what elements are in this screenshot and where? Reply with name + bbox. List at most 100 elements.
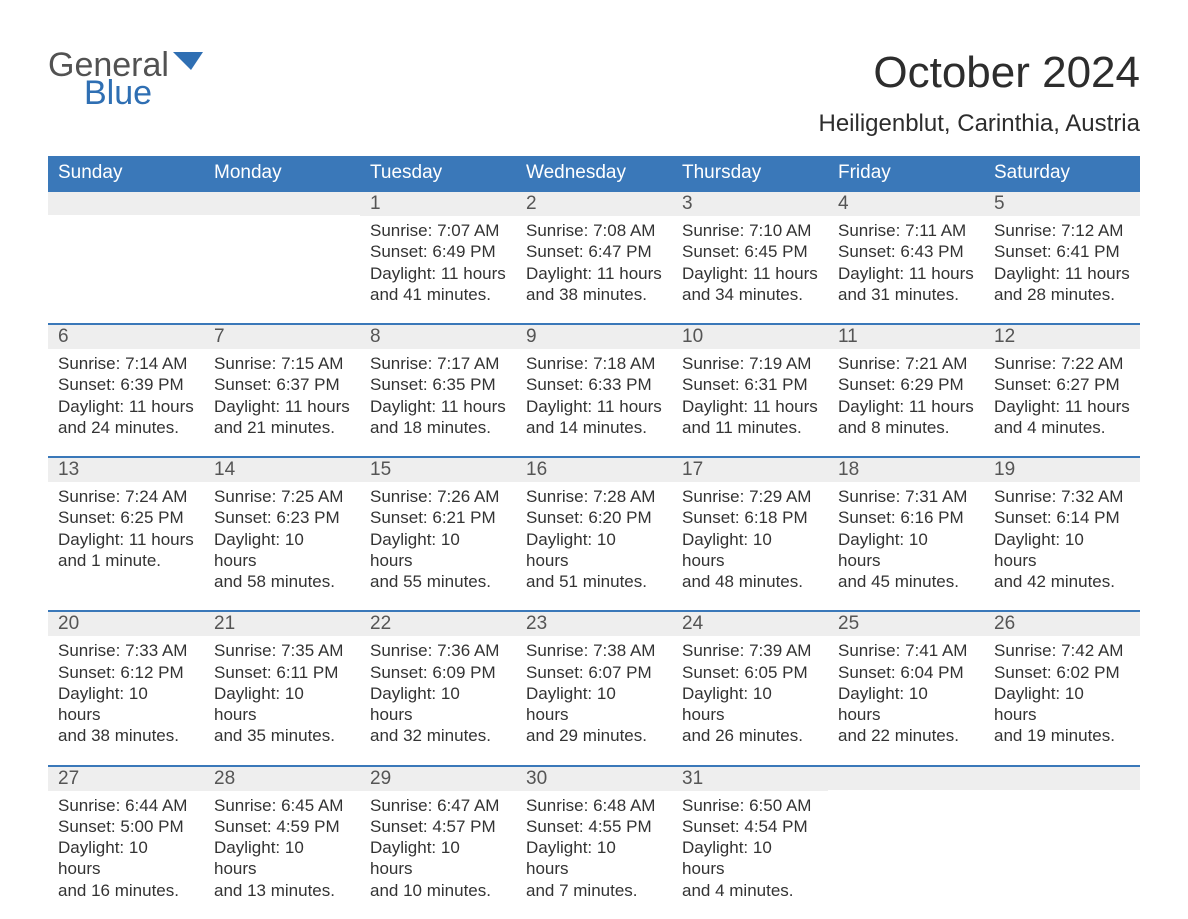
- day-info-line: Sunset: 6:07 PM: [526, 662, 662, 683]
- day-info-line: Sunset: 6:35 PM: [370, 374, 506, 395]
- day-number: 8: [360, 323, 516, 349]
- calendar-week-row: 6Sunrise: 7:14 AMSunset: 6:39 PMDaylight…: [48, 323, 1140, 456]
- calendar-day-cell: 23Sunrise: 7:38 AMSunset: 6:07 PMDayligh…: [516, 610, 672, 764]
- day-info-line: Sunset: 6:18 PM: [682, 507, 818, 528]
- day-number: 26: [984, 610, 1140, 636]
- day-number: 11: [828, 323, 984, 349]
- day-info-line: Daylight: 11 hours: [58, 396, 194, 417]
- title-block: October 2024 Heiligenblut, Carinthia, Au…: [818, 48, 1140, 148]
- day-info-line: and 18 minutes.: [370, 417, 506, 438]
- day-info-line: Daylight: 11 hours: [214, 396, 350, 417]
- day-info-line: Sunset: 6:45 PM: [682, 241, 818, 262]
- day-info: Sunrise: 7:15 AMSunset: 6:37 PMDaylight:…: [214, 353, 350, 438]
- day-info-line: Sunrise: 7:36 AM: [370, 640, 506, 661]
- day-info-line: and 26 minutes.: [682, 725, 818, 746]
- day-number: [984, 765, 1140, 790]
- day-info-line: and 58 minutes.: [214, 571, 350, 592]
- day-info-line: Sunset: 6:14 PM: [994, 507, 1130, 528]
- day-info-line: and 8 minutes.: [838, 417, 974, 438]
- calendar-day-cell: 30Sunrise: 6:48 AMSunset: 4:55 PMDayligh…: [516, 765, 672, 919]
- day-info-line: and 16 minutes.: [58, 880, 194, 901]
- day-info-line: Sunrise: 7:14 AM: [58, 353, 194, 374]
- day-info: Sunrise: 7:25 AMSunset: 6:23 PMDaylight:…: [214, 486, 350, 592]
- logo-flag-icon: [173, 52, 203, 81]
- day-info-line: Daylight: 10 hours: [214, 837, 350, 880]
- day-info-line: Sunset: 5:00 PM: [58, 816, 194, 837]
- day-info: Sunrise: 7:08 AMSunset: 6:47 PMDaylight:…: [526, 220, 662, 305]
- day-info: Sunrise: 7:18 AMSunset: 6:33 PMDaylight:…: [526, 353, 662, 438]
- day-info-line: Sunset: 6:11 PM: [214, 662, 350, 683]
- calendar-day-cell: 21Sunrise: 7:35 AMSunset: 6:11 PMDayligh…: [204, 610, 360, 764]
- day-info: Sunrise: 7:17 AMSunset: 6:35 PMDaylight:…: [370, 353, 506, 438]
- calendar-day-cell: 12Sunrise: 7:22 AMSunset: 6:27 PMDayligh…: [984, 323, 1140, 456]
- day-info: Sunrise: 7:24 AMSunset: 6:25 PMDaylight:…: [58, 486, 194, 571]
- calendar-day-cell: [48, 190, 204, 323]
- calendar-day-cell: 7 Sunrise: 7:15 AMSunset: 6:37 PMDaylight…: [204, 323, 360, 456]
- calendar-day-cell: 3 Sunrise: 7:10 AMSunset: 6:45 PMDaylight…: [672, 190, 828, 323]
- day-info: Sunrise: 7:26 AMSunset: 6:21 PMDaylight:…: [370, 486, 506, 592]
- day-info-line: and 29 minutes.: [526, 725, 662, 746]
- calendar-day-cell: 19Sunrise: 7:32 AMSunset: 6:14 PMDayligh…: [984, 456, 1140, 610]
- day-info-line: Sunset: 6:02 PM: [994, 662, 1130, 683]
- day-number: 7: [204, 323, 360, 349]
- calendar-day-cell: 25Sunrise: 7:41 AMSunset: 6:04 PMDayligh…: [828, 610, 984, 764]
- day-number: 28: [204, 765, 360, 791]
- day-info-line: Sunrise: 7:41 AM: [838, 640, 974, 661]
- day-number: 24: [672, 610, 828, 636]
- calendar-day-cell: 4Sunrise: 7:11 AMSunset: 6:43 PMDaylight…: [828, 190, 984, 323]
- day-info-line: Daylight: 11 hours: [682, 396, 818, 417]
- day-info: Sunrise: 7:12 AMSunset: 6:41 PMDaylight:…: [994, 220, 1130, 305]
- calendar-day-cell: 8 Sunrise: 7:17 AMSunset: 6:35 PMDaylight…: [360, 323, 516, 456]
- day-info: Sunrise: 7:39 AMSunset: 6:05 PMDaylight:…: [682, 640, 818, 746]
- day-number: 30: [516, 765, 672, 791]
- logo: General Blue: [48, 48, 203, 110]
- calendar-day-cell: 27Sunrise: 6:44 AMSunset: 5:00 PMDayligh…: [48, 765, 204, 919]
- day-info-line: Sunset: 6:23 PM: [214, 507, 350, 528]
- day-info: Sunrise: 7:42 AMSunset: 6:02 PMDaylight:…: [994, 640, 1130, 746]
- day-info: Sunrise: 7:28 AMSunset: 6:20 PMDaylight:…: [526, 486, 662, 592]
- header: General Blue October 2024 Heiligenblut, …: [48, 48, 1140, 148]
- day-info-line: Sunset: 6:47 PM: [526, 241, 662, 262]
- day-info: Sunrise: 7:36 AMSunset: 6:09 PMDaylight:…: [370, 640, 506, 746]
- day-info-line: and 41 minutes.: [370, 284, 506, 305]
- calendar-week-row: 13Sunrise: 7:24 AMSunset: 6:25 PMDayligh…: [48, 456, 1140, 610]
- day-info-line: Sunset: 6:29 PM: [838, 374, 974, 395]
- day-info-line: Sunrise: 7:22 AM: [994, 353, 1130, 374]
- day-info-line: Daylight: 11 hours: [838, 396, 974, 417]
- day-number: 19: [984, 456, 1140, 482]
- day-number: 15: [360, 456, 516, 482]
- calendar-day-cell: 14Sunrise: 7:25 AMSunset: 6:23 PMDayligh…: [204, 456, 360, 610]
- calendar-day-cell: 6Sunrise: 7:14 AMSunset: 6:39 PMDaylight…: [48, 323, 204, 456]
- day-info: Sunrise: 7:10 AMSunset: 6:45 PMDaylight:…: [682, 220, 818, 305]
- day-number: 23: [516, 610, 672, 636]
- day-info: Sunrise: 7:41 AMSunset: 6:04 PMDaylight:…: [838, 640, 974, 746]
- day-info-line: and 55 minutes.: [370, 571, 506, 592]
- day-info: Sunrise: 7:21 AMSunset: 6:29 PMDaylight:…: [838, 353, 974, 438]
- day-info-line: Daylight: 10 hours: [526, 529, 662, 572]
- day-info-line: Sunrise: 7:35 AM: [214, 640, 350, 661]
- calendar-day-cell: 29Sunrise: 6:47 AMSunset: 4:57 PMDayligh…: [360, 765, 516, 919]
- day-info-line: and 4 minutes.: [682, 880, 818, 901]
- day-info-line: Sunset: 6:16 PM: [838, 507, 974, 528]
- day-info-line: Sunset: 6:31 PM: [682, 374, 818, 395]
- calendar-day-cell: 20Sunrise: 7:33 AMSunset: 6:12 PMDayligh…: [48, 610, 204, 764]
- day-info-line: Sunset: 6:27 PM: [994, 374, 1130, 395]
- day-info: Sunrise: 7:33 AMSunset: 6:12 PMDaylight:…: [58, 640, 194, 746]
- weekday-header: Friday: [828, 156, 984, 190]
- day-info-line: Sunrise: 6:50 AM: [682, 795, 818, 816]
- day-info-line: and 4 minutes.: [994, 417, 1130, 438]
- day-info-line: Sunrise: 7:18 AM: [526, 353, 662, 374]
- calendar-day-cell: [984, 765, 1140, 919]
- location-text: Heiligenblut, Carinthia, Austria: [818, 110, 1140, 138]
- day-info-line: Daylight: 11 hours: [526, 396, 662, 417]
- day-info-line: Sunrise: 7:12 AM: [994, 220, 1130, 241]
- day-info-line: Daylight: 10 hours: [58, 837, 194, 880]
- day-number: 1: [360, 190, 516, 216]
- day-info-line: Sunrise: 7:33 AM: [58, 640, 194, 661]
- day-info: Sunrise: 7:35 AMSunset: 6:11 PMDaylight:…: [214, 640, 350, 746]
- day-info-line: Daylight: 11 hours: [994, 263, 1130, 284]
- calendar-day-cell: 1Sunrise: 7:07 AMSunset: 6:49 PMDaylight…: [360, 190, 516, 323]
- day-number: 3: [672, 190, 828, 216]
- weekday-header: Monday: [204, 156, 360, 190]
- day-info-line: Sunrise: 6:47 AM: [370, 795, 506, 816]
